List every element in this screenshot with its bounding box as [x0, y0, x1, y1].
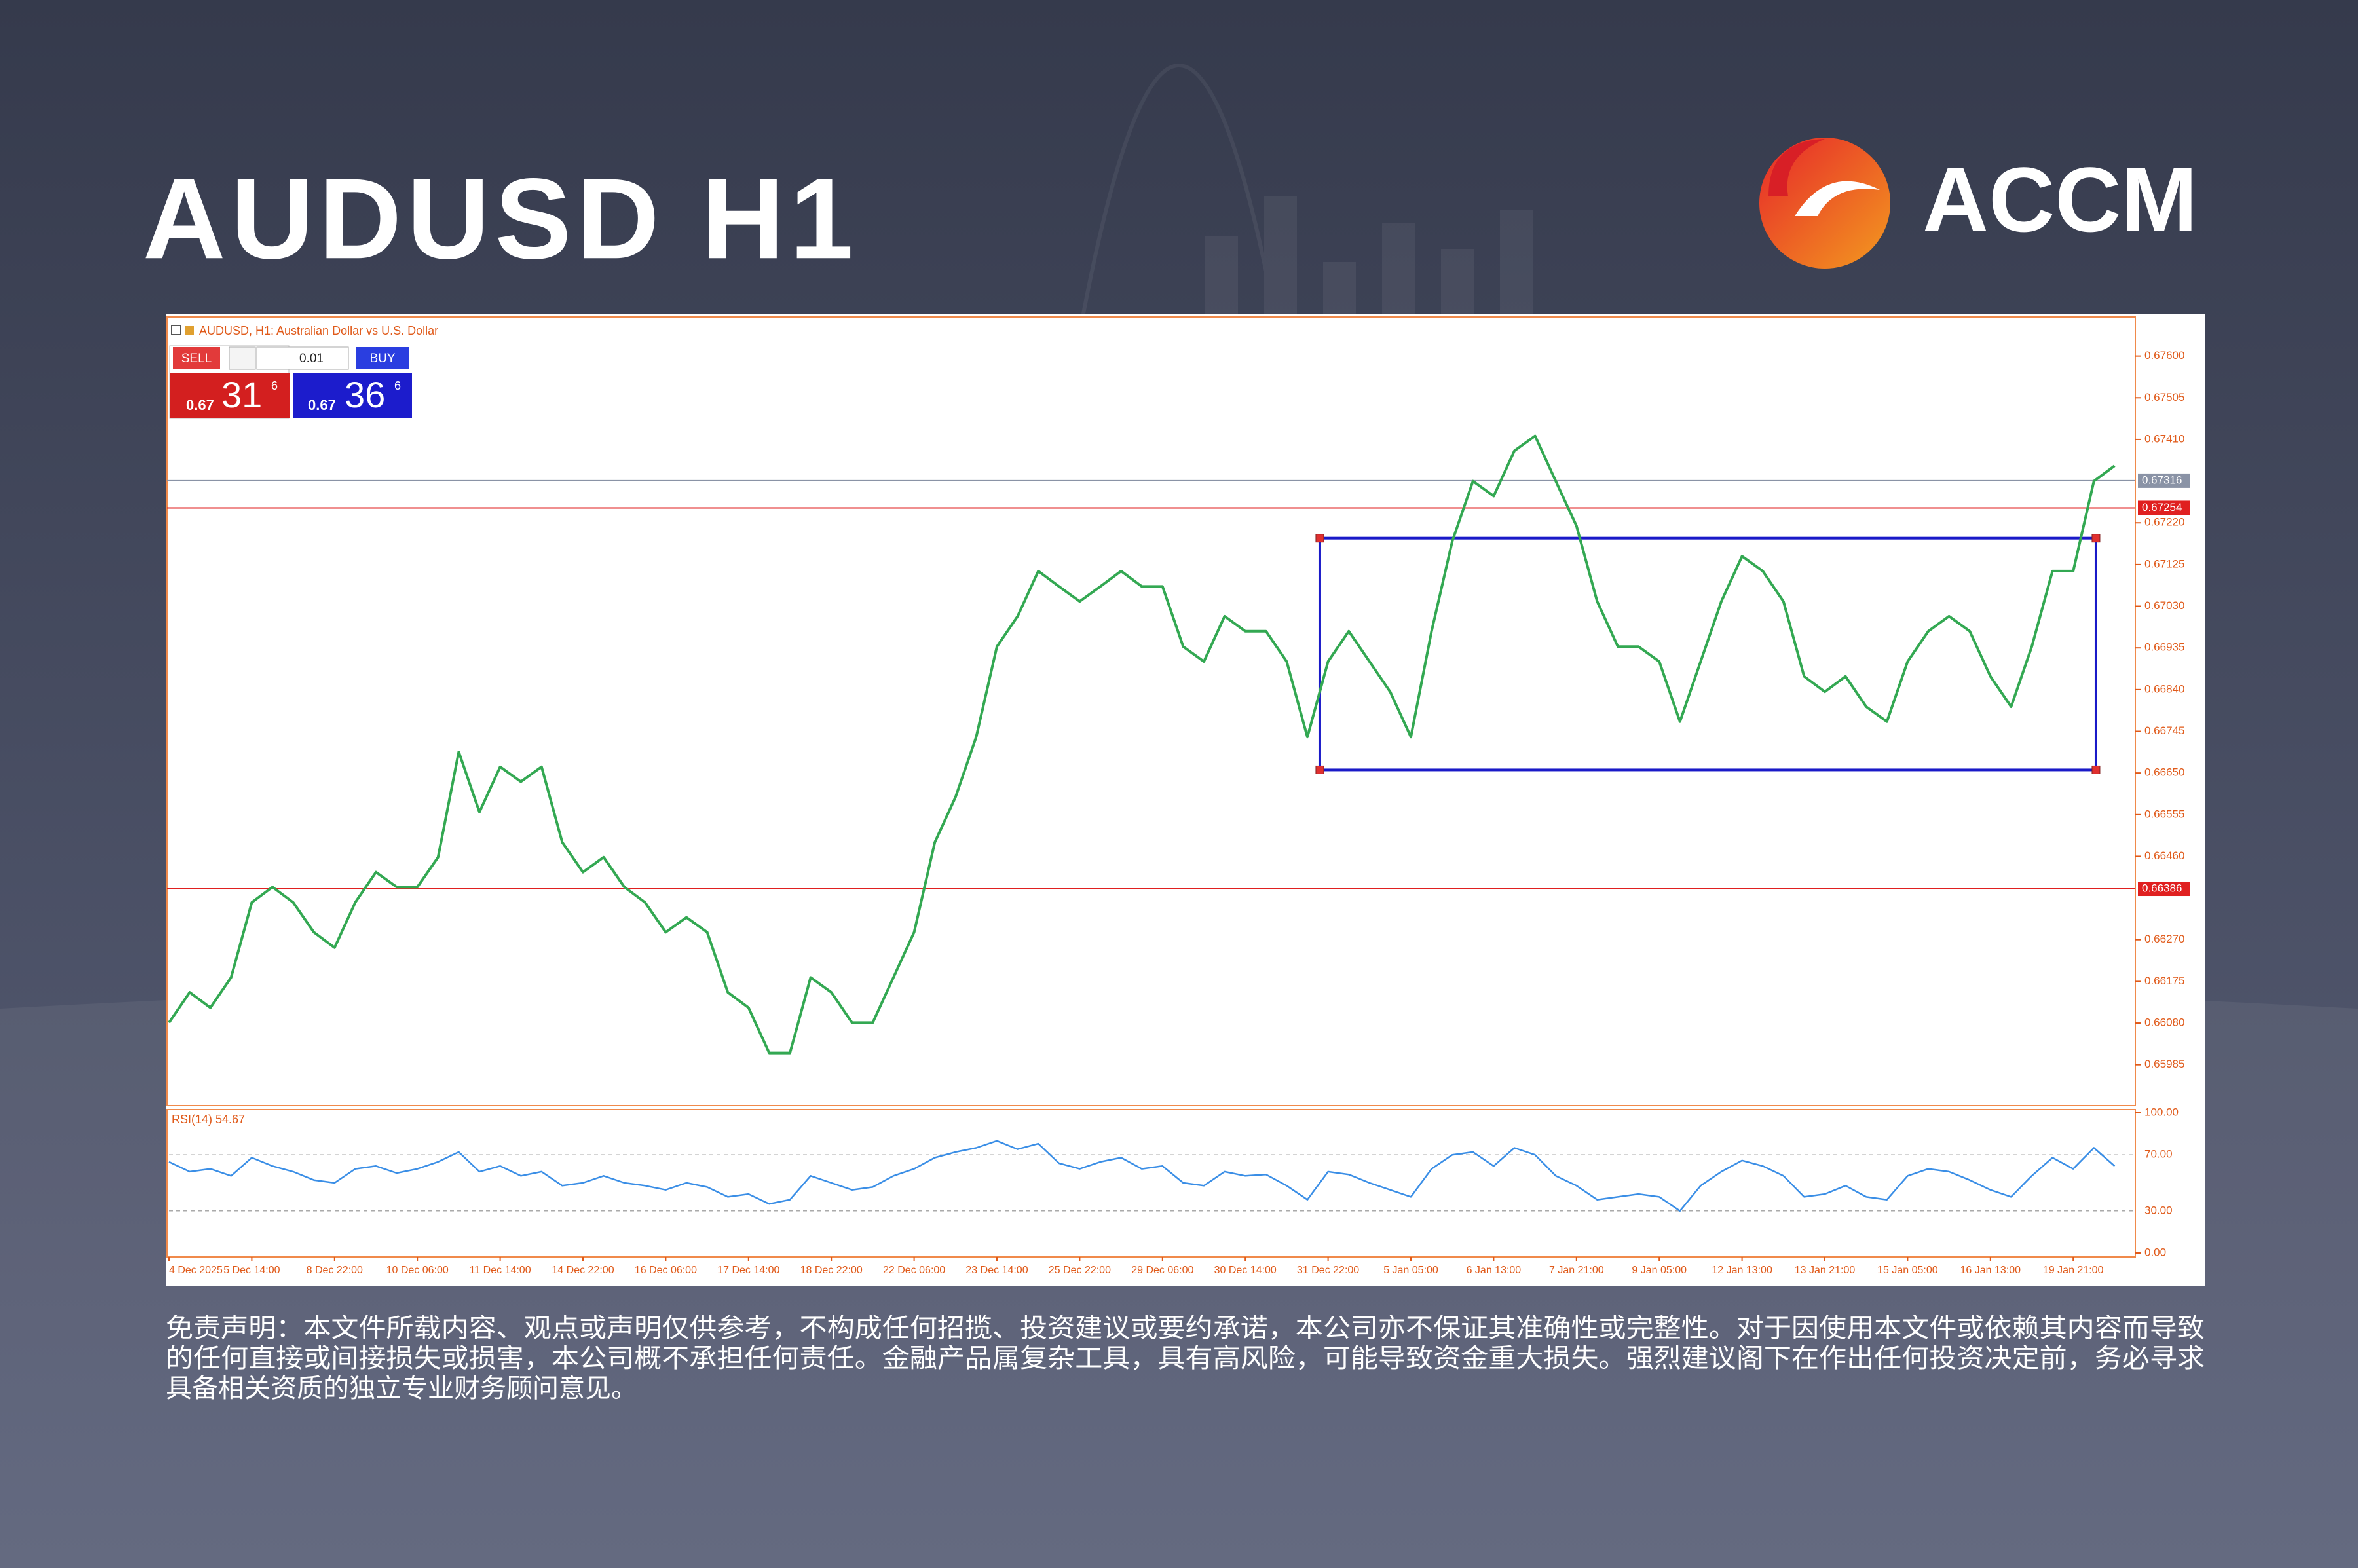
x-tick-label: 9 Jan 05:00 [1632, 1265, 1687, 1276]
x-tick-label: 18 Dec 22:00 [800, 1265, 863, 1276]
header-icon [185, 326, 194, 335]
x-tick-label: 12 Jan 13:00 [1712, 1265, 1772, 1276]
rsi-title: RSI(14) 54.67 [172, 1113, 245, 1126]
chart-title: AUDUSD, H1: Australian Dollar vs U.S. Do… [199, 324, 438, 337]
x-tick-label: 19 Jan 21:00 [2043, 1265, 2104, 1276]
lot-value: 0.01 [299, 352, 324, 365]
x-tick-label: 13 Jan 21:00 [1795, 1265, 1856, 1276]
y-tick-label: 30.00 [2144, 1204, 2173, 1216]
x-tick-label: 25 Dec 22:00 [1049, 1265, 1111, 1276]
price-frame [166, 316, 2136, 1106]
y-tick-label: 0.66840 [2144, 682, 2184, 695]
price-level-label: 0.66386 [2142, 882, 2182, 895]
x-tick-label: 14 Dec 22:00 [552, 1265, 614, 1276]
price-level-tag [2138, 500, 2190, 515]
data-line [168, 1140, 2116, 1212]
x-tick-label: 30 Dec 14:00 [1214, 1265, 1277, 1276]
price-level-label: 0.67254 [2142, 501, 2182, 513]
y-tick-label: 0.66745 [2144, 724, 2184, 737]
y-tick-label: 0.66555 [2144, 808, 2184, 820]
y-tick-label: 0.66460 [2144, 849, 2184, 862]
box-handle [1315, 765, 1324, 774]
buy-button[interactable] [356, 347, 409, 369]
x-tick-label: 7 Jan 21:00 [1549, 1265, 1604, 1276]
sell-price-small: 6 [271, 379, 278, 392]
price-level-tag [2138, 473, 2190, 488]
chart-panel [166, 314, 2205, 1286]
x-tick-label: 29 Dec 06:00 [1131, 1265, 1193, 1276]
x-tick-label: 5 Dec 14:00 [223, 1265, 280, 1276]
sell-label: SELL [181, 352, 212, 365]
buy-price-box[interactable] [293, 373, 412, 418]
page-title: AUDUSD H1 [143, 155, 859, 283]
x-tick-label: 17 Dec 14:00 [717, 1265, 779, 1276]
y-tick-label: 100.00 [2144, 1106, 2179, 1118]
y-tick-label: 0.00 [2144, 1246, 2166, 1258]
sell-price-box[interactable] [170, 373, 290, 418]
x-tick-label: 8 Dec 22:00 [307, 1265, 363, 1276]
y-tick-label: 0.67220 [2144, 516, 2184, 529]
buy-price-small: 6 [394, 379, 401, 392]
y-tick-label: 70.00 [2144, 1148, 2173, 1161]
logo-accent [1768, 139, 1825, 196]
box-handle [1315, 534, 1324, 543]
disclaimer-line: 的任何直接或间接损失或损害，本公司概不承担任何责任。金融产品属复杂工具，具有高风… [166, 1343, 2205, 1373]
x-tick-label: 4 Dec 2025 [169, 1265, 223, 1276]
buy-price-prefix: 0.67 [308, 397, 336, 413]
x-tick-label: 16 Dec 06:00 [635, 1265, 697, 1276]
x-tick-label: 10 Dec 06:00 [386, 1265, 449, 1276]
y-tick-label: 0.67600 [2144, 349, 2184, 362]
chart-header: AUDUSD, H1: Australian Dollar vs U.S. Do… [171, 324, 438, 337]
data-line [168, 434, 2116, 1055]
price-level-label: 0.67316 [2142, 474, 2182, 486]
y-tick-label: 0.67030 [2144, 599, 2184, 612]
lot-input[interactable] [256, 346, 349, 370]
y-tick-label: 0.66650 [2144, 766, 2184, 779]
header-icon [171, 325, 181, 335]
disclaimer-line: 免责声明：本文件所载内容、观点或声明仅供参考，不构成任何招揽、投资建议或要约承诺… [166, 1313, 2205, 1343]
x-tick-label: 5 Jan 05:00 [1383, 1265, 1438, 1276]
logo-swirl [1795, 181, 1880, 216]
buy-label: BUY [369, 352, 395, 365]
box-handle [2091, 765, 2101, 774]
box-handle [2091, 534, 2101, 543]
disclaimer-line: 具备相关资质的独立专业财务顾问意见。 [166, 1373, 637, 1404]
rsi-frame [166, 1109, 2136, 1258]
x-tick-label: 22 Dec 06:00 [883, 1265, 945, 1276]
y-tick-label: 0.66935 [2144, 641, 2184, 654]
y-tick-label: 0.66080 [2144, 1017, 2184, 1029]
trade-panel: SELL 0.01 BUY 0.67 31 6 0.67 36 6 [169, 345, 412, 419]
y-tick-label: 0.67410 [2144, 432, 2184, 445]
x-tick-label: 23 Dec 14:00 [965, 1265, 1028, 1276]
logo: ACCM [1759, 138, 2198, 269]
y-tick-label: 0.66270 [2144, 933, 2184, 945]
sell-button[interactable] [173, 347, 220, 369]
buy-price-big: 36 [345, 374, 385, 415]
price-level-tag [2138, 882, 2190, 897]
y-tick-label: 0.66175 [2144, 975, 2184, 987]
x-tick-label: 6 Jan 13:00 [1467, 1265, 1522, 1276]
x-tick-label: 31 Dec 22:00 [1297, 1265, 1359, 1276]
sell-price-prefix: 0.67 [186, 397, 214, 413]
logo-text: ACCM [1922, 148, 2198, 251]
lot-down[interactable] [229, 346, 256, 370]
y-tick-label: 0.67505 [2144, 391, 2184, 403]
y-tick-label: 0.67125 [2144, 557, 2184, 570]
x-tick-label: 11 Dec 14:00 [470, 1265, 531, 1276]
x-tick-label: 15 Jan 05:00 [1877, 1265, 1938, 1276]
x-tick-label: 16 Jan 13:00 [1960, 1265, 2021, 1276]
y-tick-label: 0.65985 [2144, 1058, 2184, 1070]
range-box [1318, 536, 2097, 772]
sell-price-big: 31 [221, 374, 262, 415]
